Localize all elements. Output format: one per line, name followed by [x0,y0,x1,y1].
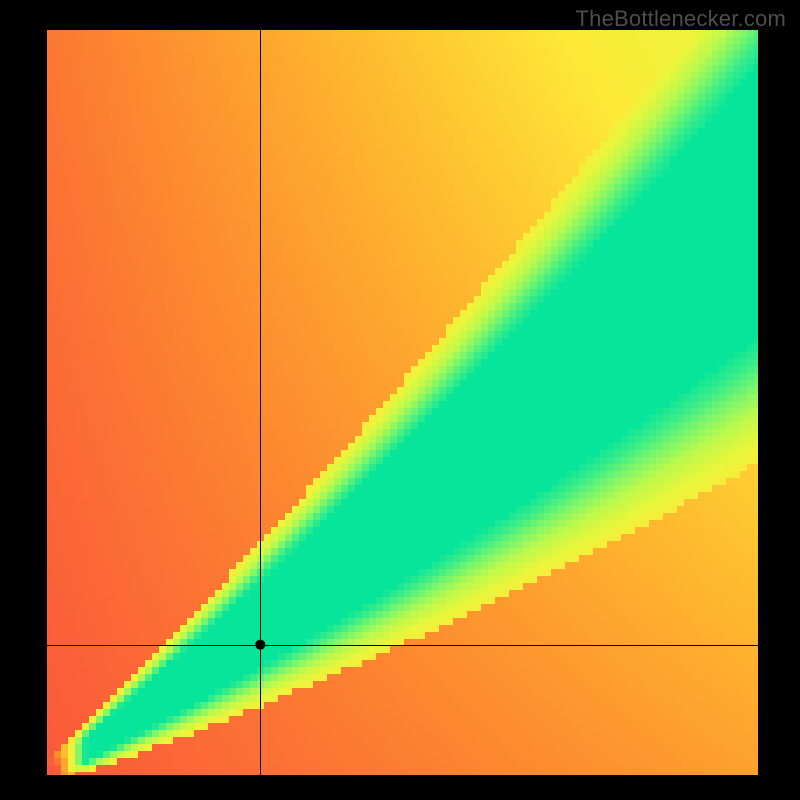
bottleneck-heatmap [0,0,800,800]
watermark-text: TheBottlenecker.com [576,6,786,32]
